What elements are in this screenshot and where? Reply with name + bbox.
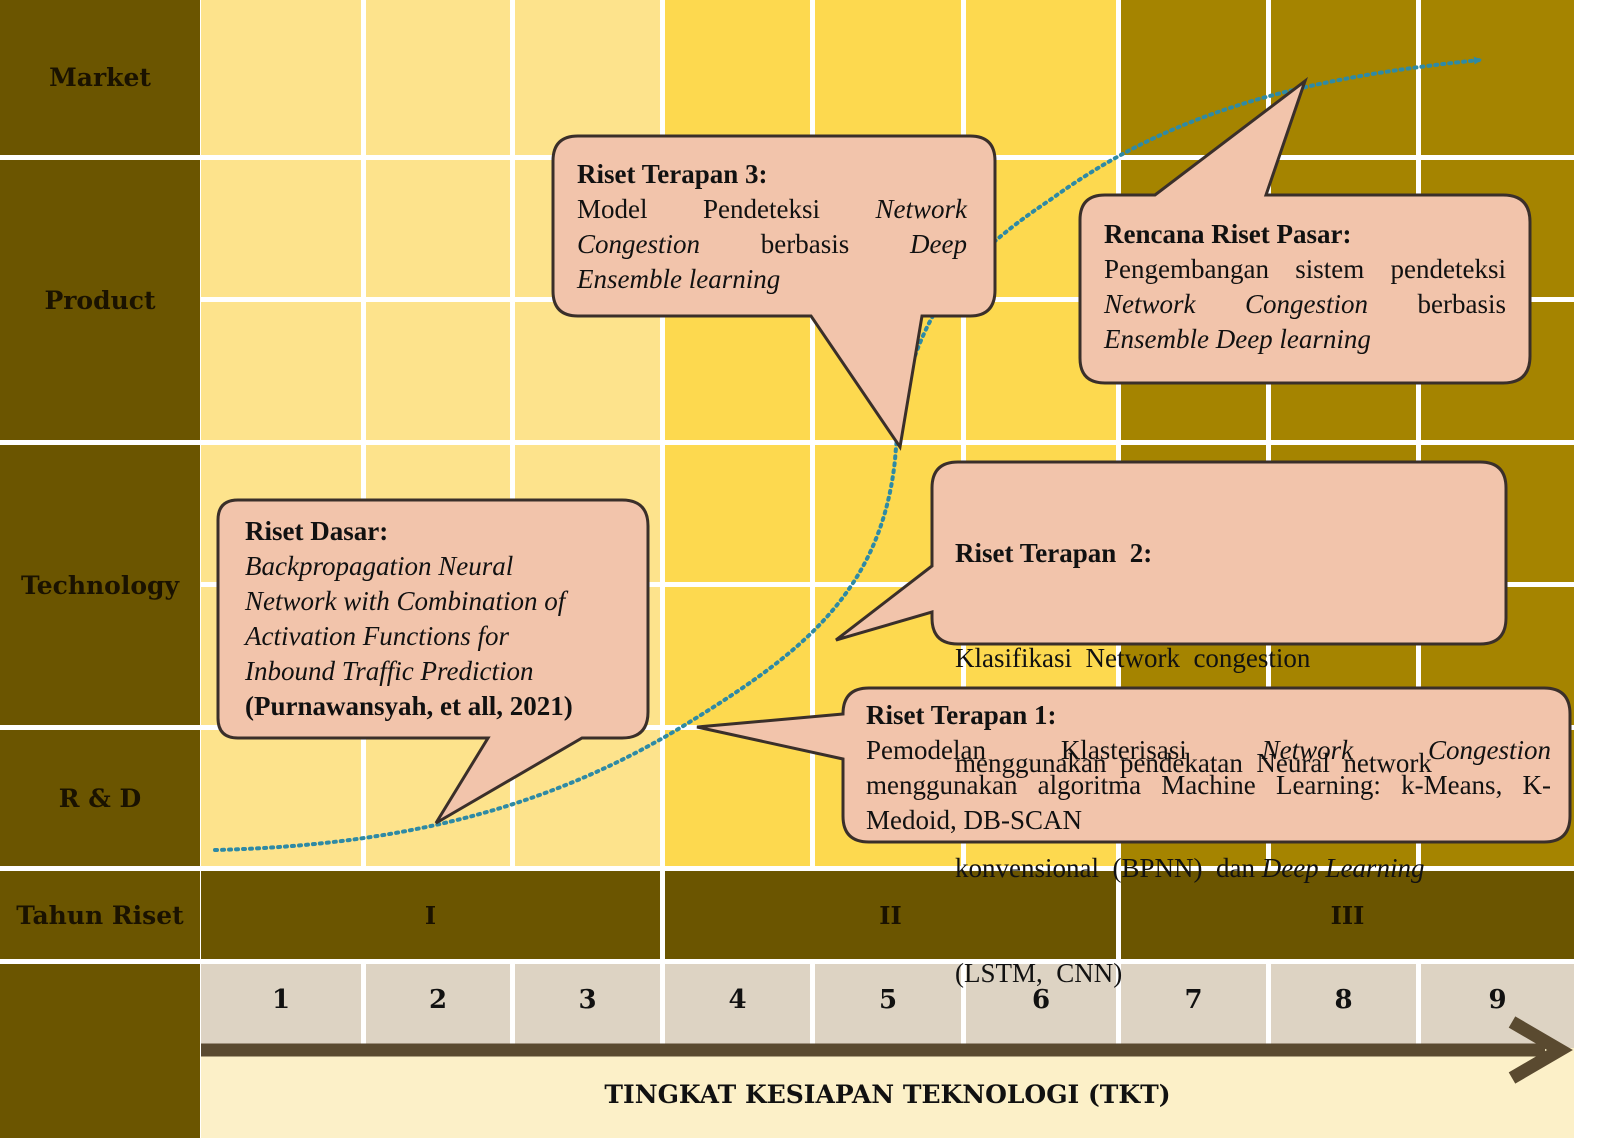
word: Network: [1104, 289, 1196, 319]
tkt-level-5: 5: [815, 964, 961, 1048]
rencana-riset-pasar-line-3: Ensemble Deep learning: [1104, 324, 1371, 354]
grid-cell: [201, 0, 361, 155]
tkt-level-6: 6: [966, 964, 1116, 1048]
word: Congestion: [1427, 735, 1551, 765]
text-segment: konvensional (BPNN) dan: [955, 853, 1262, 883]
tkt-level-4: 4: [665, 964, 810, 1048]
grid-cell: [665, 730, 810, 866]
grid-cell: [515, 302, 660, 440]
axis-title: TINGKAT KESIAPAN TEKNOLOGI (TKT): [604, 1080, 1171, 1109]
riset-terapan-2-line-4: (LSTM, CNN): [955, 958, 1123, 988]
word: Congestion: [577, 229, 701, 259]
text-riset-terapan-3: Riset Terapan 3: Model Pendeteksi Networ…: [577, 157, 967, 297]
tkt-level-1: 1: [201, 964, 361, 1048]
year-cell-3: III: [1121, 871, 1574, 959]
word: Model: [577, 194, 648, 224]
grid-cell: [201, 302, 361, 440]
riset-dasar-line-1: Backpropagation Neural: [245, 551, 514, 581]
row-label-market: Market: [0, 0, 200, 155]
grid-cell: [366, 302, 510, 440]
year-cell-1: I: [201, 871, 660, 959]
grid-cell: [366, 160, 510, 297]
bubble-riset-terapan-3: [551, 134, 997, 451]
riset-terapan-2-line-2: menggunakan pendekatan Neural network: [955, 748, 1432, 778]
axis-band: [201, 1048, 1574, 1138]
riset-dasar-line-2: Network with Combination of: [245, 586, 566, 616]
tkt-level-9: 9: [1421, 964, 1574, 1048]
tkt-level-8: 8: [1271, 964, 1416, 1048]
row-label-product: Product: [0, 160, 200, 440]
bubble-riset-terapan-2: [835, 460, 1508, 646]
riset-dasar-citation: (Purnawansyah, et all, 2021): [245, 691, 573, 721]
grid-cell: [665, 0, 810, 155]
grid-cell: [1271, 0, 1416, 155]
year-cell-2: II: [665, 871, 1116, 959]
row-label-tahun-riset: Tahun Riset: [0, 871, 200, 959]
riset-dasar-title: Riset Dasar:: [245, 516, 389, 546]
rencana-riset-pasar-line-2: Network Congestion berbasis: [1104, 287, 1506, 322]
riset-terapan-3-line-1: Model Pendeteksi Network: [577, 192, 967, 227]
growth-curve: [213, 56, 1482, 852]
riset-terapan-3-line-3: Ensemble learning: [577, 264, 781, 294]
riset-terapan-1-line-2: menggunakan algoritma Machine Learning: …: [866, 770, 1551, 800]
word: berbasis: [1417, 289, 1506, 319]
riset-dasar-line-3: Activation Functions for: [245, 621, 509, 651]
tkt-level-2: 2: [366, 964, 510, 1048]
text-segment: Deep Learning: [1261, 853, 1425, 883]
grid-cell: [966, 0, 1116, 155]
riset-terapan-3-title: Riset Terapan 3:: [577, 159, 768, 189]
tkt-axis-arrowhead: [1508, 1016, 1573, 1084]
text-rencana-riset-pasar: Rencana Riset Pasar: Pengembangan sistem…: [1104, 217, 1506, 357]
rencana-riset-pasar-line-1: Pengembangan sistem pendeteksi: [1104, 254, 1506, 284]
word: Congestion: [1245, 289, 1369, 319]
riset-terapan-1-title: Riset Terapan 1:: [866, 700, 1057, 730]
grid-cell: [815, 0, 961, 155]
word: Klasterisasi: [1060, 735, 1187, 765]
grid-cell: [515, 0, 660, 155]
riset-terapan-2-line-1: Klasifikasi Network congestion: [955, 643, 1311, 673]
tkt-level-7: 7: [1121, 964, 1266, 1048]
grid-cell: [665, 302, 810, 440]
row-label-rnd: R & D: [0, 730, 200, 866]
word: Network: [875, 194, 967, 224]
text-riset-dasar: Riset Dasar: Backpropagation Neural Netw…: [245, 514, 625, 724]
grid-cell: [366, 0, 510, 155]
bubble-rencana-riset-pasar: [1078, 76, 1532, 385]
word: Pendeteksi: [703, 194, 820, 224]
word: berbasis: [760, 229, 850, 259]
row-label-empty: [0, 964, 200, 1138]
tkt-level-3: 3: [515, 964, 660, 1048]
word: Deep: [910, 229, 967, 259]
riset-terapan-2-title: Riset Terapan 2:: [955, 538, 1153, 568]
riset-terapan-2-line-3: konvensional (BPNN) dan Deep Learning: [955, 851, 1495, 886]
word: Pemodelan: [866, 735, 986, 765]
rencana-riset-pasar-title: Rencana Riset Pasar:: [1104, 219, 1352, 249]
grid-cell: [201, 160, 361, 297]
bubble-riset-terapan-1: [696, 686, 1572, 844]
row-label-technology: Technology: [0, 445, 200, 725]
text-riset-terapan-2: Riset Terapan 2: Klasifikasi Network con…: [955, 466, 1495, 1061]
word: Network: [1261, 735, 1354, 765]
bubble-riset-dasar: [216, 498, 650, 825]
riset-terapan-3-line-2: Congestion berbasis Deep: [577, 227, 967, 262]
grid-cell: [665, 445, 810, 582]
riset-terapan-1-line-1: Pemodelan Klasterisasi Network Congestio…: [866, 733, 1551, 768]
riset-terapan-1-line-3: Medoid, DB-SCAN: [866, 805, 1083, 835]
text-riset-terapan-1: Riset Terapan 1: Pemodelan Klasterisasi …: [866, 698, 1551, 838]
riset-dasar-line-4: Inbound Traffic Prediction: [245, 656, 534, 686]
grid-cell: [1421, 0, 1574, 155]
